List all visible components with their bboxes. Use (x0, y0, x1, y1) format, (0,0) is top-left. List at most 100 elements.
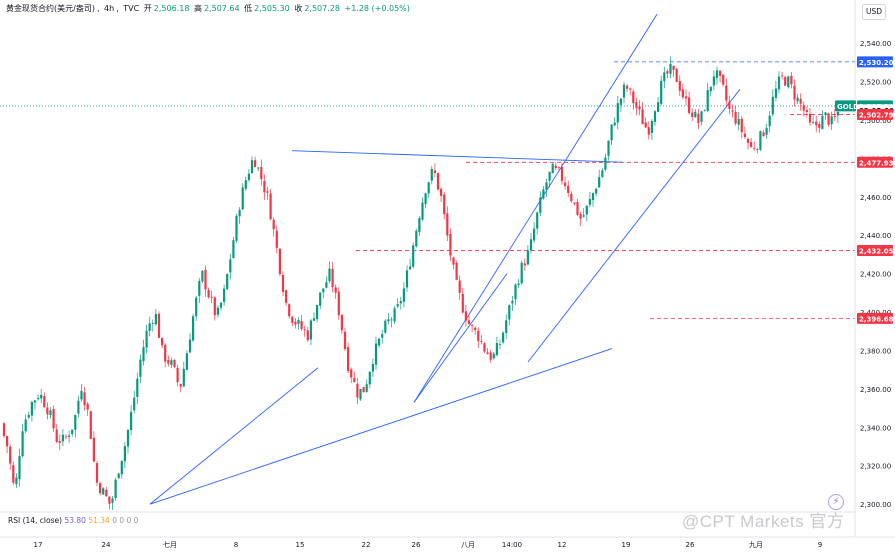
candle-body (216, 307, 219, 315)
candle-body (58, 440, 61, 443)
candle-body (319, 292, 322, 306)
candle-body (805, 110, 808, 113)
timeframe-label[interactable]: 4h (104, 4, 115, 13)
close-value: 2,507.28 (304, 4, 340, 13)
candle-body (117, 473, 120, 479)
x-tick-label: 14:00 (502, 541, 522, 549)
resistance-price-label: 2,530.20 (859, 59, 894, 67)
candle-body (712, 76, 715, 86)
symbol-header: 黄金现货合约(美元/盎司), 4h, TVC 开 2,506.18 高 2,507.… (6, 4, 410, 13)
candle-body (526, 250, 529, 265)
candle-body (371, 363, 374, 372)
candle-body (768, 115, 771, 127)
candle-body (660, 80, 663, 104)
candle-body (266, 191, 269, 193)
candle-body (40, 394, 43, 399)
candle-body (598, 177, 601, 188)
candle-body (440, 188, 443, 196)
close-label: 收 (294, 4, 303, 13)
candle-body (278, 248, 281, 275)
candle-body (359, 388, 362, 400)
candle-body (746, 138, 750, 143)
candle-body (61, 434, 64, 442)
candle-body (272, 219, 275, 230)
candle-body (219, 302, 223, 308)
x-tick-label: 26 (686, 541, 695, 549)
candle-body (33, 400, 37, 403)
candle-body (436, 173, 440, 190)
candle-body (585, 205, 588, 215)
candle-body (2, 423, 6, 437)
candle-body (576, 201, 579, 215)
x-tick-label: 8 (234, 541, 238, 549)
candle-body (427, 182, 430, 194)
candle-body (390, 319, 393, 321)
currency-button[interactable]: USD (862, 4, 886, 20)
candle-body (688, 97, 691, 113)
y-tick-label: 2,420.00 (860, 271, 891, 279)
candle-body (502, 332, 505, 343)
symbol-name[interactable]: 黄金现货合约(美元/盎司) (6, 4, 95, 13)
trendline (527, 88, 741, 363)
candle-body (539, 197, 542, 213)
candle-body (734, 112, 737, 124)
candle-body (511, 300, 514, 304)
price-label-bg (857, 109, 893, 121)
x-tick-label: 9 (818, 541, 822, 549)
candle-body (626, 85, 629, 89)
x-tick-label: 22 (362, 541, 371, 549)
rsi-header[interactable]: RSI (14, close) 53.80 51.34 0 0 0 0 (8, 516, 138, 525)
candle-body (247, 173, 250, 181)
candle-body (827, 113, 830, 125)
y-tick-label: 2,320.00 (860, 463, 891, 471)
candle-body (306, 330, 309, 341)
candle-body (446, 213, 449, 236)
open-value: 2,506.18 (153, 4, 190, 13)
candle-body (818, 124, 821, 128)
candle-body (629, 88, 632, 90)
y-tick-label: 2,360.00 (860, 386, 891, 394)
lightning-icon[interactable]: ⚡ (828, 494, 844, 510)
candle-body (148, 323, 151, 331)
candle-body (644, 122, 647, 128)
candle-body (750, 142, 753, 148)
candle-body (830, 116, 833, 125)
candle-body (151, 323, 154, 324)
candle-body (269, 193, 272, 220)
price-label: 2,502.79 (859, 112, 894, 120)
candle-body (235, 215, 238, 241)
candle-body (647, 127, 650, 135)
candle-body (582, 215, 585, 217)
candle-body (657, 102, 660, 112)
change-value: +1.28 (+0.05%) (344, 4, 410, 13)
price-label: 2,396.68 (859, 315, 894, 323)
candle-body (557, 167, 560, 168)
candle-body (182, 368, 185, 387)
candle-body (192, 316, 195, 341)
candle-body (374, 343, 378, 365)
candle-body (756, 148, 759, 150)
price-label: 2,432.05 (859, 247, 894, 255)
candle-body (536, 212, 539, 229)
candle-body (362, 387, 365, 393)
candle-body (706, 90, 709, 112)
candle-body (653, 111, 657, 122)
candle-body (663, 72, 666, 82)
candle-body (520, 262, 523, 284)
price-label: 2,477.93 (859, 159, 894, 167)
candle-body (638, 106, 641, 110)
candle-body (709, 86, 712, 92)
candle-body (154, 313, 157, 325)
y-tick-label: 2,300.00 (860, 501, 891, 509)
candle-body (753, 148, 756, 150)
candle-body (303, 329, 306, 331)
candle-body (393, 308, 396, 322)
candle-body (483, 343, 486, 352)
candle-body (449, 233, 452, 256)
candle-body (613, 122, 616, 126)
candle-body (260, 166, 263, 180)
y-tick-label: 2,540.00 (860, 40, 891, 48)
candle-body (799, 98, 802, 104)
candle-body (418, 218, 421, 232)
